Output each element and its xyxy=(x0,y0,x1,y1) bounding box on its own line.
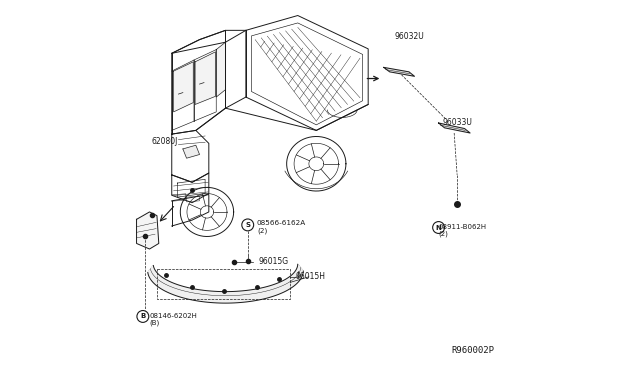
Polygon shape xyxy=(136,212,159,249)
Polygon shape xyxy=(173,62,193,112)
Text: S: S xyxy=(245,222,250,228)
Text: 96015G: 96015G xyxy=(259,257,289,266)
Polygon shape xyxy=(148,264,303,303)
Polygon shape xyxy=(183,145,200,158)
Text: R960002P: R960002P xyxy=(452,346,495,355)
Text: 96015H: 96015H xyxy=(296,272,326,281)
Polygon shape xyxy=(216,42,225,97)
Polygon shape xyxy=(438,123,470,133)
Text: 62080J: 62080J xyxy=(152,137,178,146)
Polygon shape xyxy=(384,67,415,76)
Text: 96032U: 96032U xyxy=(394,32,424,41)
Text: 08911-B062H
(2): 08911-B062H (2) xyxy=(438,224,487,237)
Polygon shape xyxy=(195,52,216,105)
Text: 96033U: 96033U xyxy=(442,118,472,127)
Text: 08146-6202H
(B): 08146-6202H (B) xyxy=(150,313,197,326)
Text: 08566-6162A
(2): 08566-6162A (2) xyxy=(257,220,307,234)
Text: N: N xyxy=(436,225,442,231)
Text: B: B xyxy=(140,314,145,320)
